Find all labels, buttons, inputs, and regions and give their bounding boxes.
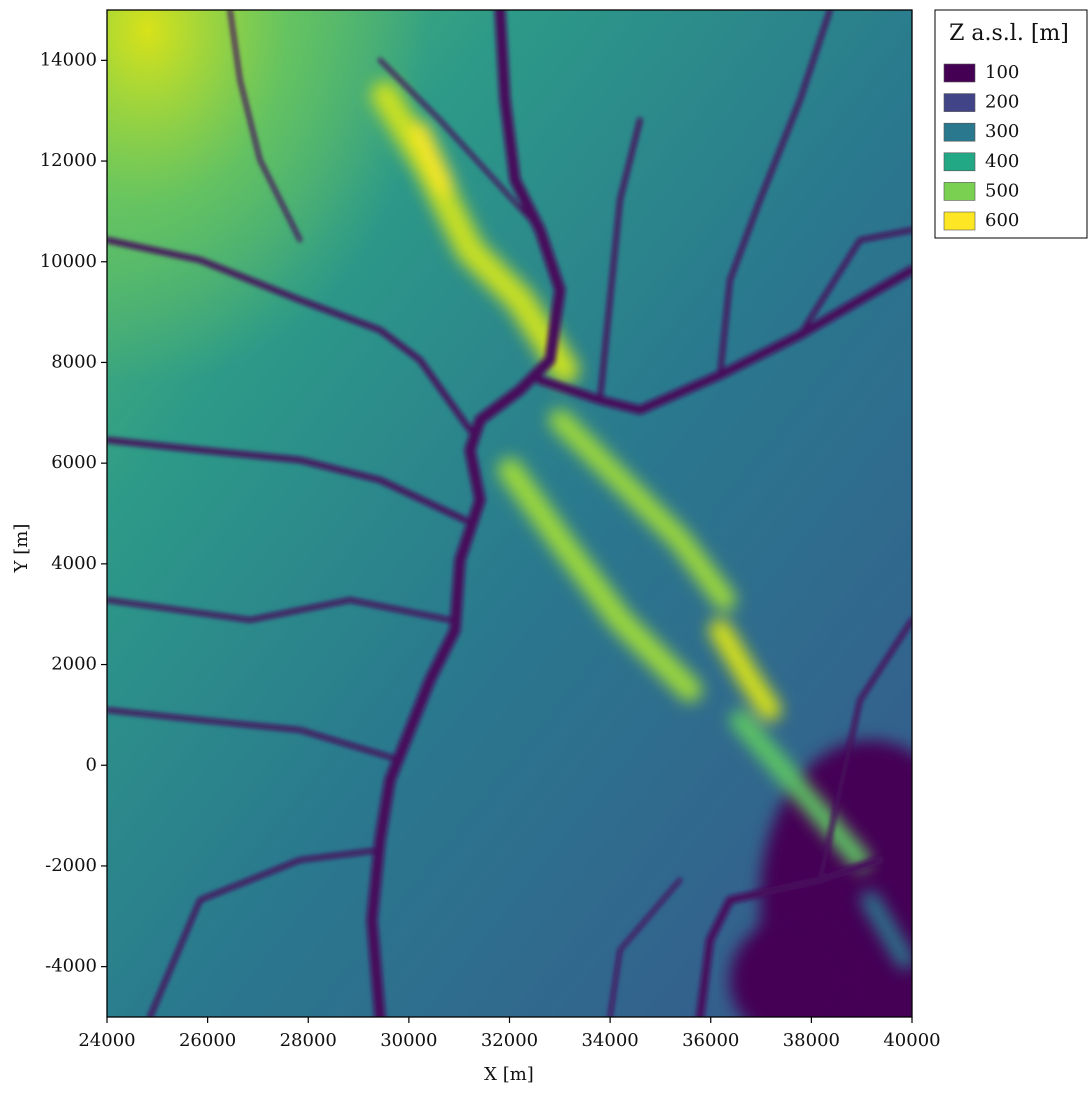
legend-swatch (943, 152, 976, 172)
legend-swatch (943, 182, 976, 201)
x-tick-label: 26000 (179, 1030, 236, 1051)
x-tick-label: 30000 (380, 1030, 437, 1051)
y-tick-label: -2000 (45, 855, 97, 876)
legend-label: 200 (985, 92, 1019, 113)
x-tick-label: 40000 (883, 1030, 940, 1051)
legend: 100 200 300 400 500 600 (943, 62, 1019, 231)
legend-swatch (943, 122, 976, 142)
x-tick-label: 34000 (581, 1030, 638, 1051)
x-tick-label: 32000 (481, 1030, 538, 1051)
y-tick-label: 14000 (40, 49, 97, 70)
x-tick-label: 36000 (682, 1030, 739, 1051)
x-tick-label: 24000 (78, 1030, 135, 1051)
legend-swatch (943, 93, 976, 112)
x-tick-label: 38000 (783, 1030, 840, 1051)
legend-label: 100 (985, 62, 1019, 83)
y-tick-label: 12000 (40, 150, 97, 171)
legend-label: 400 (985, 151, 1019, 172)
x-tick-label: 28000 (280, 1030, 337, 1051)
y-tick-label: -4000 (45, 956, 97, 977)
y-tick-label: 4000 (51, 553, 97, 574)
legend-swatch (943, 211, 976, 231)
axes: 24000 26000 28000 30000 32000 34000 36000 38000… (40, 49, 941, 1051)
legend-label: 500 (985, 180, 1019, 201)
y-tick-label: 0 (86, 754, 97, 775)
y-tick-label: 8000 (51, 351, 97, 372)
y-tick-label: 2000 (51, 654, 97, 675)
terrain (107, 10, 912, 1017)
legend-title: Z a.s.l. [m] (949, 21, 1069, 46)
y-tick-label: 10000 (40, 251, 97, 272)
y-axis-label: Y [m] (11, 524, 32, 574)
y-tick-label: 6000 (51, 452, 97, 473)
legend-label: 300 (985, 121, 1019, 142)
legend-label: 600 (985, 210, 1019, 231)
legend-swatch (943, 63, 976, 83)
x-axis-label: X [m] (484, 1064, 534, 1085)
